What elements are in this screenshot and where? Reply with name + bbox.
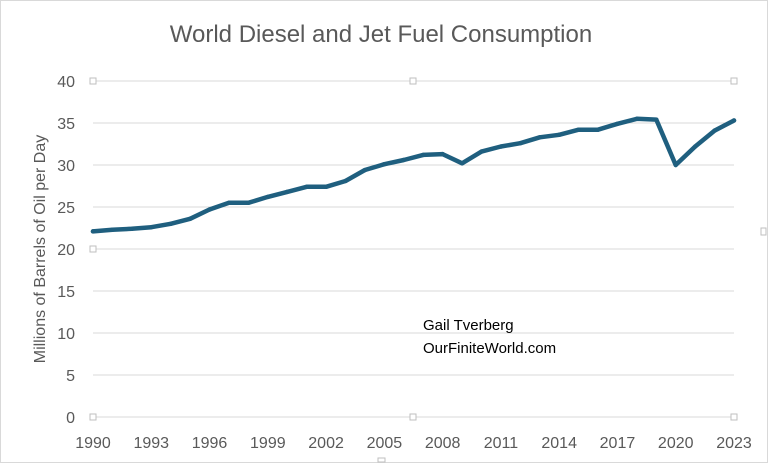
x-tick-labels: 1990 1993 1996 1999 2002 2005 2008 2011 2014 2017… <box>75 435 752 452</box>
y-tick-label: 0 <box>66 410 75 427</box>
chart-handle-right-middle[interactable] <box>760 227 767 236</box>
data-point <box>576 127 581 132</box>
data-point <box>110 227 115 232</box>
x-tick-label: 1990 <box>75 435 111 452</box>
y-tick-label: 20 <box>57 242 75 259</box>
data-point <box>556 132 562 137</box>
data-point <box>187 216 193 221</box>
plot-handle-top-left[interactable] <box>89 77 97 85</box>
plot-handle-bottom-left[interactable] <box>89 413 97 421</box>
y-tick-label: 40 <box>57 74 75 91</box>
x-tick-label: 1996 <box>192 435 228 452</box>
y-tick-label: 30 <box>57 158 75 175</box>
y-tick-label: 5 <box>66 368 75 385</box>
x-tick-label: 2023 <box>716 435 752 452</box>
data-point <box>692 144 698 149</box>
data-point <box>362 167 368 173</box>
data-point <box>459 161 465 166</box>
x-tick-label: 1993 <box>133 435 169 452</box>
x-tick-label: 2005 <box>367 435 403 452</box>
plot-handle-bottom-center[interactable] <box>409 413 417 421</box>
data-point <box>634 116 640 122</box>
y-tick-label: 25 <box>57 200 75 217</box>
x-tick-label: 2011 <box>484 435 519 452</box>
x-tick-label: 2017 <box>600 435 636 452</box>
series-line-0 <box>90 116 737 234</box>
data-point <box>401 157 406 163</box>
data-point <box>168 221 173 226</box>
data-point <box>323 184 329 190</box>
data-point <box>129 226 135 232</box>
data-point <box>421 152 426 158</box>
data-point <box>654 117 659 122</box>
data-point <box>518 140 523 146</box>
annotation-author: Gail Tverberg <box>423 317 514 334</box>
data-point <box>304 184 309 190</box>
data-point <box>226 200 232 205</box>
series-layer <box>90 116 737 234</box>
gridlines <box>93 80 734 376</box>
y-tick-label: 10 <box>57 326 75 343</box>
plot-handle-bottom-right[interactable] <box>730 413 738 421</box>
chart-handle-bottom-center[interactable] <box>377 457 386 463</box>
data-point <box>285 189 290 195</box>
data-point <box>382 161 387 167</box>
data-point <box>343 178 348 184</box>
data-point <box>440 151 445 157</box>
data-point <box>673 162 678 168</box>
data-point <box>479 149 484 154</box>
chart-title: World Diesel and Jet Fuel Consumption <box>170 21 592 48</box>
x-tick-label: 2002 <box>308 435 344 452</box>
data-point <box>207 207 212 212</box>
y-tick-label: 15 <box>57 284 75 301</box>
x-tick-label: 1999 <box>250 435 286 452</box>
data-point <box>498 144 504 149</box>
data-point <box>615 121 620 127</box>
x-tick-label: 2014 <box>541 435 577 452</box>
data-point <box>595 127 601 132</box>
annotation-website: OurFiniteWorld.com <box>423 340 556 357</box>
data-point <box>265 194 271 200</box>
data-point <box>149 224 154 230</box>
x-tick-label: 2020 <box>658 435 694 452</box>
data-point <box>246 200 251 205</box>
data-point <box>90 229 96 234</box>
selection-handles <box>89 77 767 463</box>
y-axis-label: Millions of Barrels of Oil per Day <box>32 135 49 364</box>
plot-handle-top-center[interactable] <box>409 77 417 85</box>
data-point <box>712 128 717 133</box>
plot-handle-middle-left[interactable] <box>89 245 97 253</box>
data-point <box>731 118 737 123</box>
plot-handle-top-right[interactable] <box>730 77 738 85</box>
x-tick-label: 2008 <box>425 435 461 452</box>
y-tick-label: 35 <box>57 116 75 133</box>
data-point <box>537 135 542 140</box>
y-tick-labels: 0 5 10 15 20 25 30 35 40 <box>57 74 75 427</box>
